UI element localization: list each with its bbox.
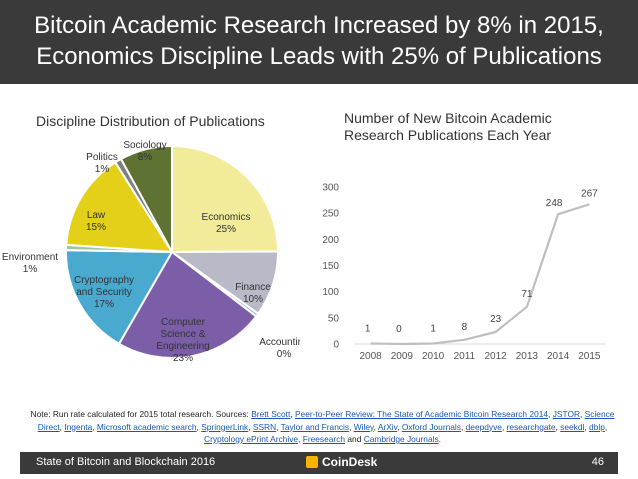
x-tick-label: 2010 xyxy=(422,351,445,362)
source-link-springerlink[interactable]: SpringerLink xyxy=(201,421,249,432)
title-line-2: Economics Discipline Leads with 25% of P… xyxy=(36,43,602,70)
line-chart-title: Number of New Bitcoin Academic Research … xyxy=(344,110,552,143)
data-label: 267 xyxy=(581,188,598,199)
data-label: 8 xyxy=(462,322,468,333)
title-line-1: Bitcoin Academic Research Increased by 8… xyxy=(34,12,604,39)
coindesk-brand: CoinDesk xyxy=(306,455,377,469)
data-label: 1 xyxy=(365,323,371,334)
pie-slice-cryptography-and-security xyxy=(65,249,174,346)
x-tick-label: 2012 xyxy=(485,351,508,362)
source-link-microsoft-academic-search[interactable]: Microsoft academic search xyxy=(96,421,197,432)
x-tick-label: 2008 xyxy=(360,351,383,362)
y-tick-label: 200 xyxy=(322,235,339,246)
footer-bar: State of Bitcoin and Blockchain 2016 Coi… xyxy=(20,452,618,474)
data-label: 248 xyxy=(546,198,563,209)
pie-label-environment: Environment 1% xyxy=(2,252,58,275)
pie-label-cryptography-and-security: Cryptography and Security 17% xyxy=(74,275,134,310)
source-link-ssrn[interactable]: SSRN xyxy=(252,421,277,432)
source-link-cryptology-eprint-archive[interactable]: Cryptology ePrint Archive xyxy=(204,434,299,444)
pie-slice-economics xyxy=(171,144,280,254)
pie-slice-sociology xyxy=(119,144,173,253)
data-label: 71 xyxy=(521,289,533,300)
y-tick-label: 150 xyxy=(322,261,339,272)
page-title: Bitcoin Academic Research Increased by 8… xyxy=(0,10,638,72)
y-tick-label: 250 xyxy=(322,209,339,220)
source-link-researchgate[interactable]: researchgate xyxy=(506,421,556,432)
source-link-jstor[interactable]: JSTOR xyxy=(552,409,581,419)
source-link-oxford-journals[interactable]: Oxford Journals xyxy=(401,421,461,432)
y-tick-label: 300 xyxy=(322,183,339,194)
data-label: 1 xyxy=(430,323,436,334)
header-banner: Bitcoin Academic Research Increased by 8… xyxy=(0,0,638,84)
brand-name: CoinDesk xyxy=(322,455,378,469)
note-prefix: Note: Run rate calculated for 2015 total… xyxy=(30,409,249,419)
line-chart: 0 50 100 150 200 250 300 2008 2009 2010 2011 2012 20… xyxy=(322,183,605,362)
y-tick-label: 0 xyxy=(333,340,339,351)
source-link-brett-scott[interactable]: Brett Scott xyxy=(251,409,291,419)
pie-chart-title: Discipline Distribution of Publications xyxy=(36,113,265,129)
pie-slice-law xyxy=(65,161,174,254)
pie-label-politics: Politics 1% xyxy=(86,152,118,175)
series-line xyxy=(370,203,590,346)
pie-label-sociology: Sociology 8% xyxy=(123,140,166,163)
source-link-dblp[interactable]: dblp xyxy=(589,421,605,432)
pie-label-law: Law 15% xyxy=(86,210,106,233)
pie-label-accounting: Accounting0% xyxy=(259,337,300,360)
data-label: 0 xyxy=(396,324,402,335)
data-label: 23 xyxy=(490,314,502,325)
sources-note: Note: Run rate calculated for 2015 total… xyxy=(30,408,615,446)
source-link-wiley[interactable]: Wiley xyxy=(353,421,374,432)
pie-slice-computer-science-engineering xyxy=(117,250,258,359)
source-link-deepdyve[interactable]: deepdyve xyxy=(465,421,502,432)
source-link-ingenta[interactable]: Ingenta xyxy=(64,421,93,432)
footer-report-title: State of Bitcoin and Blockchain 2016 xyxy=(36,456,216,468)
source-link-freesearch[interactable]: Freesearch xyxy=(302,434,346,444)
y-tick-label: 50 xyxy=(328,313,340,324)
x-tick-label: 2014 xyxy=(547,351,570,362)
source-link-taylor-and-francis[interactable]: Taylor and Francis xyxy=(280,421,350,432)
x-tick-label: 2009 xyxy=(391,351,414,362)
x-tick-label: 2015 xyxy=(578,351,601,362)
y-tick-label: 100 xyxy=(322,287,339,298)
sources-list: Brett Scott, Peer-to-Peer Review: The St… xyxy=(37,409,615,444)
source-link-cambridge-journals[interactable]: Cambridge Journals xyxy=(363,434,439,444)
page-number: 46 xyxy=(591,456,604,468)
x-tick-label: 2013 xyxy=(516,351,539,362)
x-tick-label: 2011 xyxy=(454,351,476,362)
source-link-seekdl[interactable]: seekdl xyxy=(560,421,585,432)
source-link-science-direct[interactable]: Science Direct xyxy=(37,409,615,432)
source-link-arxiv[interactable]: ArXiv xyxy=(377,421,398,432)
pie-label-finance: Finance 10% xyxy=(235,282,271,305)
source-link-peer-to-peer-review-the-state-of-academic-bitcoin-research-2014[interactable]: Peer-to-Peer Review: The State of Academ… xyxy=(294,409,549,419)
pie-label-economics: Economics 25% xyxy=(202,212,251,235)
pie-label-computer-science-engineering: Computer Science & Engineering 23% xyxy=(156,317,209,364)
coindesk-logo-icon xyxy=(306,456,318,468)
